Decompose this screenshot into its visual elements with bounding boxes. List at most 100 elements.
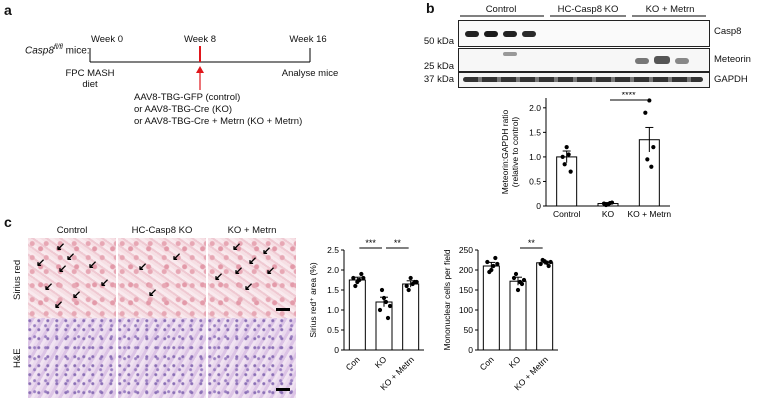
bar (536, 262, 554, 351)
y-tick-label: 1.0 (529, 152, 541, 162)
data-point (521, 277, 527, 283)
week8-label: Week 8 (183, 34, 217, 45)
y-tick-label: 0 (468, 345, 473, 355)
data-point (649, 164, 654, 169)
micrograph-sirius-ko-metrn: ↙ ↙ ↙ ↙ ↙ ↙ ↙ (208, 238, 296, 318)
injection-line-2: or AAV8-TBG-Cre (KO) (134, 104, 233, 115)
data-point (546, 263, 551, 269)
data-point (487, 269, 492, 275)
data-point (517, 279, 523, 285)
micrograph-he-ko (118, 318, 206, 398)
mw-50: 50 kDa (423, 36, 454, 47)
data-point (406, 287, 411, 293)
data-point (651, 144, 656, 150)
micrograph-he-control (28, 318, 116, 398)
data-point (544, 260, 549, 265)
y-tick-label: 100 (459, 305, 473, 315)
blot-casp8 (458, 20, 710, 47)
protein-meteorin: Meteorin (714, 54, 751, 65)
analyse-label: Analyse mice (281, 68, 339, 79)
y-tick-label: 1.5 (327, 285, 339, 295)
y-tick-label: 250 (459, 245, 473, 255)
data-point (385, 315, 391, 321)
data-point (414, 279, 419, 285)
x-tick-label: KO (373, 354, 389, 370)
data-point (568, 169, 573, 174)
data-point (381, 295, 387, 301)
blot-group-ko: HC-Casp8 KO (557, 4, 619, 15)
timeline-graphic (89, 46, 311, 90)
data-point (607, 200, 613, 206)
y-tick-label: 200 (459, 265, 473, 275)
histo-col-control: Control (56, 225, 88, 236)
histo-row-he: H&E (12, 348, 23, 368)
y-axis-label: Mononuclear cells per field (442, 249, 452, 350)
scale-bar (276, 308, 290, 311)
data-point (647, 98, 652, 103)
protein-gapdh: GAPDH (714, 74, 748, 85)
chart-sirius-area: 0 0.5 1.0 1.5 2.0 2.5 Sirius red⁺ area (%) Con K… (308, 238, 424, 392)
mw-25: 25 kDa (423, 61, 454, 72)
data-point (383, 299, 389, 305)
data-point (357, 277, 362, 283)
histo-col-ko: HC-Casp8 KO (131, 225, 193, 236)
injection-list: AAV8-TBG-GFP (control) or AAV8-TBG-Cre (… (134, 92, 302, 128)
data-point (410, 281, 415, 287)
scale-bar (276, 388, 290, 391)
data-point (408, 275, 413, 281)
blot-group-brackets (460, 15, 706, 17)
x-tick-label: KO (602, 209, 615, 219)
x-tick-label: Con (344, 354, 362, 372)
data-point (353, 283, 358, 289)
micrograph-sirius-control: ↙ ↙ ↙ ↙ ↙ ↙ ↙ ↙ ↙ (28, 238, 116, 318)
data-point (404, 283, 409, 289)
y-axis-label-line2: (relative to control) (510, 117, 520, 188)
bar (402, 283, 420, 351)
panel-label-b: b (426, 0, 435, 16)
injection-line-3: or AAV8-TBG-Cre + Metrn (KO + Metrn) (134, 116, 303, 127)
data-point (538, 261, 543, 267)
chart-meteorin-ratio: 0 0.5 1.0 1.5 2.0 Meteorin:GAPDH ratio (relati… (500, 92, 671, 219)
blot-group-control: Control (485, 4, 517, 15)
y-tick-label: 2.0 (327, 265, 339, 275)
y-tick-label: 2.0 (529, 103, 541, 113)
injection-line-1: AAV8-TBG-GFP (control) (134, 92, 241, 103)
significance-label: *** (365, 238, 376, 248)
histo-col-ko-metrn: KO + Metrn (227, 225, 277, 236)
y-tick-label: 1.0 (327, 305, 339, 315)
y-tick-label: 150 (459, 285, 473, 295)
y-tick-label: 1.5 (529, 127, 541, 137)
week16-label: Week 16 (289, 34, 327, 45)
panel-label-c: c (4, 214, 12, 230)
x-tick-label: KO + Metrn (627, 209, 671, 219)
x-tick-label: Con (478, 354, 496, 372)
significance-label: **** (622, 92, 637, 100)
y-tick-label: 2.5 (327, 245, 339, 255)
data-point (540, 257, 545, 263)
bar (482, 265, 500, 351)
mw-37: 37 kDa (423, 74, 454, 85)
x-tick-label: KO (507, 354, 523, 370)
week0-label: Week 0 (90, 34, 124, 45)
micrograph-sirius-ko: ↙ ↙ ↙ (118, 238, 206, 318)
blot-gapdh (458, 72, 710, 88)
data-point (566, 152, 571, 157)
data-point (387, 303, 393, 309)
data-point (485, 259, 490, 265)
micrograph-he-ko-metrn (208, 318, 296, 398)
y-axis-label: Meteorin:GAPDH ratio (500, 109, 510, 194)
data-point (351, 275, 356, 281)
x-tick-label: Control (553, 209, 581, 219)
data-point (548, 259, 553, 265)
blot-group-ko-metrn: KO + Metrn (645, 4, 695, 15)
y-tick-label: 50 (464, 325, 474, 335)
y-tick-label: 0 (536, 201, 541, 211)
y-tick-label: 0 (334, 345, 339, 355)
histo-row-sirius: Sirius red (12, 259, 23, 300)
data-point (564, 144, 569, 150)
data-point (645, 157, 650, 162)
data-point (562, 162, 567, 167)
y-tick-label: 0.5 (529, 176, 541, 186)
data-point (513, 271, 519, 277)
blot-meteorin (458, 48, 710, 72)
